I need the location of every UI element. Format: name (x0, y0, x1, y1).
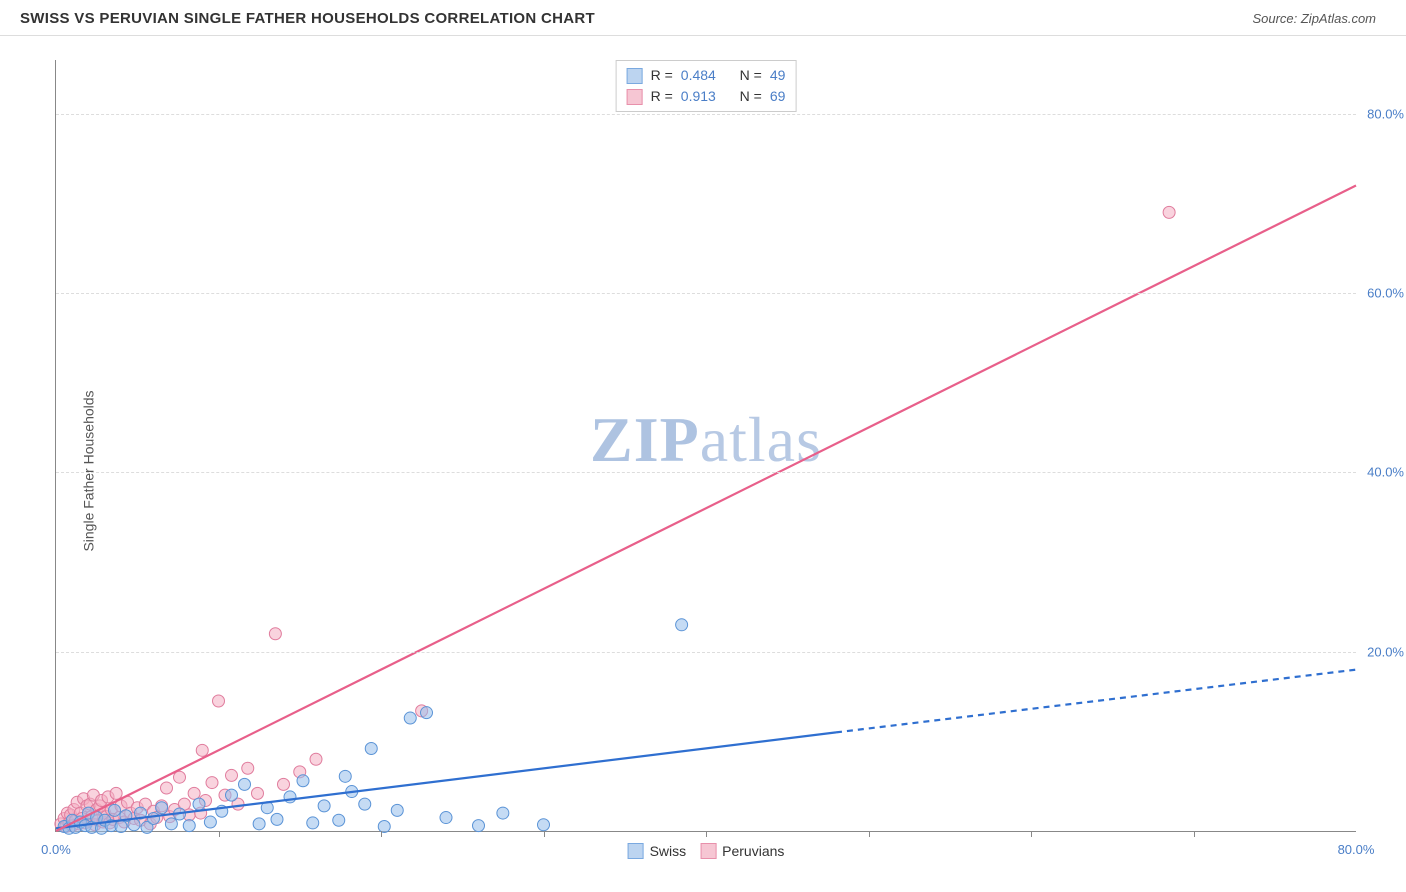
swiss-point (333, 814, 345, 826)
peruvian-point (188, 787, 200, 799)
peruvian-point (226, 769, 238, 781)
x-tick (869, 831, 870, 837)
swiss-point (239, 778, 251, 790)
legend-stat-row: R = 0.913 N = 69 (627, 86, 786, 107)
swiss-point (271, 813, 283, 825)
peruvian-point (161, 782, 173, 794)
gridline (56, 293, 1356, 294)
swiss-point (318, 800, 330, 812)
peruvian-point (196, 744, 208, 756)
swiss-point (676, 619, 688, 631)
x-tick (1031, 831, 1032, 837)
swiss-line-dashed (836, 670, 1356, 733)
swiss-point (473, 820, 485, 832)
plot-svg (56, 60, 1356, 831)
swiss-point (365, 743, 377, 755)
swiss-point (226, 789, 238, 801)
y-tick-label: 20.0% (1367, 644, 1404, 659)
legend-stats: R = 0.484 N = 49 R = 0.913 N = 69 (616, 60, 797, 112)
swiss-point (115, 821, 127, 833)
swiss-point (156, 802, 168, 814)
plot-wrap: Single Father Households ZIPatlas R = 0.… (0, 50, 1406, 892)
peruvian-point (278, 778, 290, 790)
y-tick-label: 80.0% (1367, 106, 1404, 121)
x-tick (1194, 831, 1195, 837)
swiss-point (359, 798, 371, 810)
x-tick (219, 831, 220, 837)
gridline (56, 472, 1356, 473)
swiss-point (253, 818, 265, 830)
x-origin-label: 0.0% (41, 842, 71, 857)
swiss-point (297, 775, 309, 787)
swiss-point (165, 818, 177, 830)
swiss-point (404, 712, 416, 724)
swiss-point (148, 812, 160, 824)
swiss-point (183, 820, 195, 832)
peruvian-point (269, 628, 281, 640)
peruvian-point (242, 762, 254, 774)
swiss-point (193, 798, 205, 810)
y-tick-label: 40.0% (1367, 465, 1404, 480)
peruvian-point (174, 771, 186, 783)
legend-swatch (628, 843, 644, 859)
peruvian-point (213, 695, 225, 707)
swiss-point (204, 816, 216, 828)
swiss-point (421, 707, 433, 719)
peruvian-point (252, 787, 264, 799)
x-tick (544, 831, 545, 837)
peruvian-point (206, 777, 218, 789)
peruvian-point (110, 787, 122, 799)
swiss-point (440, 812, 452, 824)
swiss-point (497, 807, 509, 819)
peruvian-point (1163, 206, 1175, 218)
swiss-point (307, 817, 319, 829)
swiss-point (391, 804, 403, 816)
legend-stat-row: R = 0.484 N = 49 (627, 65, 786, 86)
legend-item: Peruvians (700, 843, 784, 859)
gridline (56, 114, 1356, 115)
swiss-point (339, 770, 351, 782)
x-tick (381, 831, 382, 837)
legend-series: Swiss Peruvians (628, 843, 785, 859)
swiss-point (538, 819, 550, 831)
legend-swatch (627, 89, 643, 105)
legend-swatch (700, 843, 716, 859)
swiss-point (128, 819, 140, 831)
swiss-point (109, 804, 121, 816)
chart-title: SWISS VS PERUVIAN SINGLE FATHER HOUSEHOL… (20, 10, 595, 27)
y-tick-label: 60.0% (1367, 286, 1404, 301)
peruvian-line (56, 186, 1356, 831)
legend-swatch (627, 68, 643, 84)
gridline (56, 652, 1356, 653)
peruvian-point (310, 753, 322, 765)
legend-item: Swiss (628, 843, 687, 859)
x-max-label: 80.0% (1338, 842, 1375, 857)
plot-area: ZIPatlas R = 0.484 N = 49 R = 0.913 N = … (55, 60, 1356, 832)
x-tick (706, 831, 707, 837)
source-label: Source: ZipAtlas.com (1252, 11, 1376, 26)
